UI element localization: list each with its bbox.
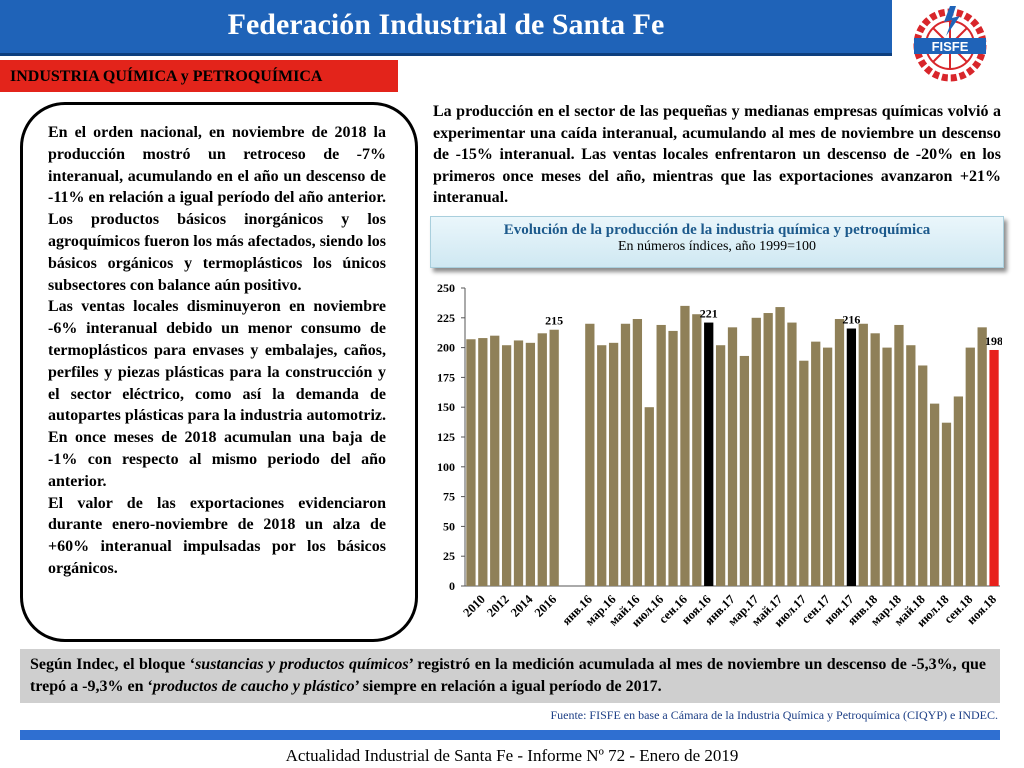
y-tick-label: 50	[443, 519, 455, 533]
bar	[739, 355, 750, 586]
bar	[727, 327, 738, 586]
bar	[478, 338, 488, 586]
bar	[870, 333, 880, 586]
x-tick-label: 2014	[508, 592, 536, 620]
bar	[692, 314, 702, 586]
bar	[929, 403, 940, 586]
bottom-note-text: Según Indec, el bloque ‘sustancias y pro…	[30, 654, 986, 698]
chart-subtitle: En números índices, año 1999=100	[617, 239, 817, 254]
bar	[751, 317, 761, 586]
bar	[608, 342, 619, 586]
bottom-note-part: Según Indec, el bloque ‘	[30, 656, 196, 673]
x-tick-label: 2010	[460, 592, 488, 620]
y-tick-label: 125	[437, 430, 455, 444]
bar	[989, 349, 999, 586]
bar	[501, 345, 512, 586]
y-tick-label: 0	[449, 579, 455, 593]
page-title: Federación Industrial de Santa Fe	[227, 8, 665, 41]
bar	[656, 324, 666, 586]
fisfe-logo: FISFE	[913, 6, 987, 82]
bar	[918, 365, 928, 586]
right-text-block: La producción en el sector de las pequeñ…	[433, 103, 1001, 206]
bar-data-label: 198	[985, 334, 1002, 348]
bottom-note-part: ’ registró en la medición acumulada al m…	[30, 656, 986, 695]
bar	[787, 322, 797, 586]
chart-title-box: Evolución de la producción de la industr…	[430, 216, 1004, 268]
bar	[715, 345, 726, 586]
bar	[537, 333, 547, 586]
bar	[882, 347, 892, 586]
y-tick-label: 75	[443, 490, 455, 504]
bar	[811, 341, 821, 586]
left-paragraph-exports: El valor de las exportaciones evidenciar…	[48, 494, 386, 577]
bar-data-label: 216	[842, 313, 860, 327]
bar	[466, 339, 476, 586]
bar	[834, 318, 845, 586]
y-tick-label: 25	[443, 549, 455, 563]
bar	[763, 313, 773, 586]
bar	[549, 329, 559, 586]
y-tick-label: 250	[437, 281, 455, 295]
bar	[977, 327, 987, 586]
bar-data-label: 215	[545, 314, 563, 328]
bottom-note-italic: productos de caucho y plástico	[152, 678, 355, 695]
left-paragraph-sales: Las ventas locales disminuyeron en novie…	[48, 298, 386, 490]
bar	[632, 318, 643, 586]
bottom-note-box	[20, 649, 1000, 703]
left-text-frame	[20, 102, 418, 642]
header-bar: Federación Industrial de Santa Fe	[0, 0, 892, 56]
left-text-block: En el orden nacional, en noviembre de 20…	[48, 122, 386, 580]
section-label: INDUSTRIA QUÍMICA y PETROQUÍMICA	[10, 68, 323, 85]
bar	[525, 342, 536, 586]
bar	[513, 340, 524, 586]
production-bar-chart: 0 25 50 75 100 125 150 175 200 225 250 215 221 216 198…	[437, 281, 1002, 630]
bar	[775, 307, 785, 586]
bar	[894, 324, 904, 586]
footer-text: Actualidad Industrial de Santa Fe - Info…	[285, 746, 739, 765]
bar	[799, 360, 809, 586]
bar	[597, 345, 607, 586]
left-paragraph-production: En el orden nacional, en noviembre de 20…	[48, 124, 386, 294]
section-tag: INDUSTRIA QUÍMICA y PETROQUÍMICA	[0, 60, 398, 92]
bar	[846, 328, 857, 586]
bar	[941, 422, 952, 586]
bar	[858, 323, 868, 586]
source-note: Fuente: FISFE en base a Cámara de la Ind…	[550, 708, 998, 722]
bar	[490, 335, 500, 586]
y-tick-label: 100	[437, 460, 455, 474]
y-tick-label: 175	[437, 370, 455, 384]
bar	[965, 347, 975, 586]
bar	[953, 396, 964, 586]
y-tick-label: 225	[437, 311, 455, 325]
x-tick-label: 2012	[484, 592, 512, 620]
bar	[680, 305, 690, 586]
logo-text: FISFE	[932, 39, 969, 54]
bar	[822, 347, 833, 586]
bar	[704, 322, 714, 586]
bar-data-label: 221	[700, 307, 718, 321]
bar	[620, 323, 631, 586]
footer-bar	[20, 730, 1000, 740]
y-tick-label: 150	[437, 400, 455, 414]
chart-title: Evolución de la producción de la industr…	[503, 222, 931, 238]
bottom-note-part: ’ siempre en relación a igual período de…	[354, 678, 662, 695]
x-tick-label: 2016	[532, 592, 560, 620]
bar	[585, 323, 595, 586]
bar	[668, 330, 678, 586]
bottom-note-italic: sustancias y productos químicos	[195, 656, 409, 673]
y-tick-label: 200	[437, 341, 455, 355]
bar	[644, 407, 654, 586]
bar	[906, 345, 916, 586]
